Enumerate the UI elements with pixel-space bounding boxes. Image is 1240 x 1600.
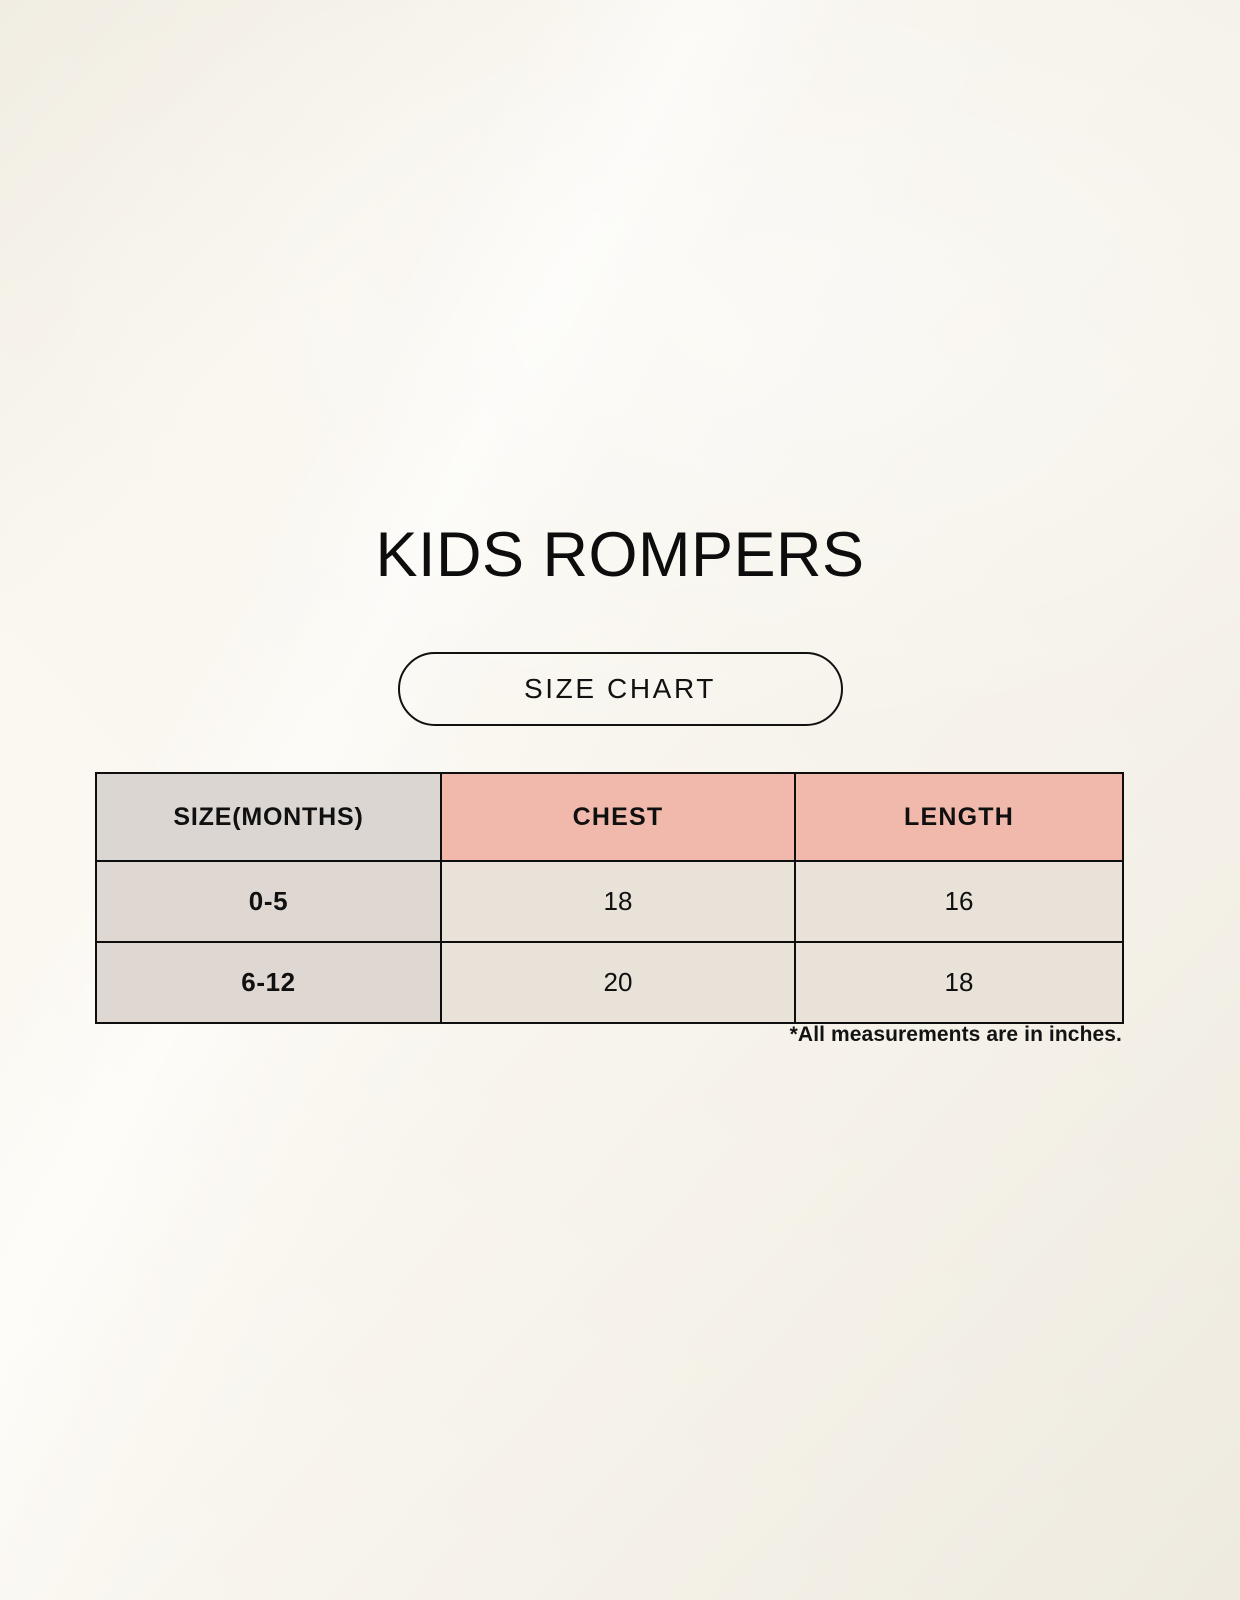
table-header-row: SIZE(MONTHS) CHEST LENGTH	[95, 772, 1124, 862]
column-header-size: SIZE(MONTHS)	[95, 772, 442, 862]
cell-length-0: 16	[794, 860, 1124, 943]
cell-size-0: 0-5	[95, 860, 442, 943]
page-title: KIDS ROMPERS	[375, 520, 865, 590]
size-chart-badge-wrap: SIZE CHART	[0, 652, 1240, 726]
cell-chest-0: 18	[440, 860, 796, 943]
column-header-length: LENGTH	[794, 772, 1124, 862]
size-chart-table: SIZE(MONTHS) CHEST LENGTH 0-5 18 16 6-12…	[95, 772, 1124, 1024]
size-chart-badge: SIZE CHART	[397, 652, 843, 726]
column-header-chest: CHEST	[440, 772, 796, 862]
measurements-footnote: *All measurements are in inches.	[789, 1023, 1122, 1046]
cell-chest-1: 20	[440, 941, 796, 1024]
cell-length-1: 18	[794, 941, 1124, 1024]
table-row: 0-5 18 16	[95, 860, 1124, 943]
table-row: 6-12 20 18	[95, 941, 1124, 1024]
cell-size-1: 6-12	[95, 941, 442, 1024]
